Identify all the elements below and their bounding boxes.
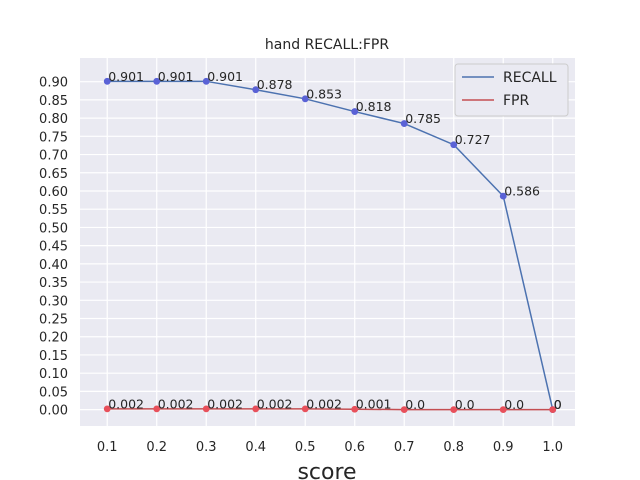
data-point-recall [153, 77, 161, 85]
data-label-recall: 0.901 [108, 69, 144, 84]
data-point-recall [400, 120, 408, 127]
data-label-fpr: 0.002 [108, 396, 144, 411]
data-label-recall: 0.878 [257, 77, 293, 92]
data-label-fpr: 0.0 [405, 397, 425, 412]
y-tick-label: 0.80 [39, 112, 68, 127]
data-point-fpr [351, 405, 359, 413]
series-line-recall [107, 80, 554, 410]
data-point-fpr [103, 405, 111, 413]
y-tick-label: 0.60 [39, 185, 68, 200]
data-point-recall [252, 86, 260, 94]
data-point-fpr [153, 405, 161, 413]
data-label-fpr: 0 [554, 397, 562, 412]
y-tick-label: 0.65 [39, 167, 68, 182]
legend-label-fpr: FPR [503, 93, 529, 109]
data-point-recall [450, 141, 458, 149]
x-tick-label: 0.2 [146, 440, 167, 455]
data-labels: 0.901 0.901 0.901 0.878 0.853 0.818 0.785 0.727… [108, 69, 561, 412]
data-label-recall: 0.853 [306, 86, 342, 101]
x-tick-label: 0.1 [97, 440, 118, 455]
data-label-fpr: 0.002 [207, 396, 243, 411]
data-label-fpr: 0.0 [504, 397, 524, 412]
plot-background [80, 58, 575, 426]
y-tick-labels: 0.00 0.05 0.10 0.15 0.20 0.25 0.30 0.35 0.40 0.45… [39, 76, 68, 419]
data-label-fpr: 0.002 [306, 396, 342, 411]
data-point-fpr [400, 406, 408, 414]
y-tick-label: 0.40 [39, 258, 68, 273]
chart-title: hand RECALL:FPR [265, 37, 389, 53]
y-tick-label: 0.35 [39, 276, 68, 291]
x-tick-label: 0.7 [394, 440, 415, 455]
series-line-fpr [107, 408, 553, 411]
data-label-fpr: 0.0 [455, 397, 475, 412]
y-tick-label: 0.75 [39, 130, 68, 145]
data-point-recall [103, 77, 111, 85]
data-label-recall: 0.586 [504, 184, 540, 199]
x-tick-labels: 0.1 0.2 0.3 0.4 0.5 0.6 0.7 0.8 0.9 1.0 [97, 440, 563, 455]
y-tick-label: 0.85 [39, 94, 68, 109]
x-tick-label: 1.0 [542, 440, 563, 455]
y-tick-label: 0.90 [39, 76, 68, 91]
data-label-recall: 0.785 [405, 111, 441, 126]
y-tick-label: 0.15 [39, 349, 68, 364]
data-label-recall: 0.818 [356, 99, 392, 114]
y-tick-label: 0.70 [39, 149, 68, 164]
y-tick-label: 0.30 [39, 294, 68, 309]
data-label-fpr: 0.002 [158, 396, 194, 411]
data-point-recall [202, 77, 210, 85]
data-label-fpr: 0.001 [356, 397, 392, 412]
y-tick-label: 0.50 [39, 221, 68, 236]
legend: RECALL FPR [454, 63, 569, 117]
data-label-recall: 0.901 [207, 69, 243, 84]
data-label-recall: 0.727 [455, 132, 491, 147]
legend-label-recall: RECALL [503, 70, 557, 86]
data-point-fpr [252, 405, 260, 413]
data-point-fpr [301, 405, 309, 413]
y-tick-label: 0.20 [39, 331, 68, 346]
y-tick-label: 0.55 [39, 203, 68, 218]
y-tick-label: 0.25 [39, 313, 68, 328]
series-layer [103, 77, 557, 414]
data-point-recall [499, 192, 507, 200]
x-tick-label: 0.9 [493, 440, 514, 455]
x-tick-label: 0.3 [196, 440, 217, 455]
data-label-recall: 0 [554, 397, 562, 412]
data-point-recall [301, 95, 309, 103]
x-axis-label: score [297, 460, 356, 480]
data-label-recall: 0.901 [158, 69, 194, 84]
y-tick-label: 0.45 [39, 240, 68, 255]
x-tick-label: 0.5 [295, 440, 316, 455]
x-tick-label: 0.6 [344, 440, 365, 455]
data-label-fpr: 0.002 [257, 396, 293, 411]
data-point-fpr [499, 406, 507, 414]
data-point-fpr [549, 406, 557, 414]
y-tick-label: 0.10 [39, 367, 68, 382]
y-tick-label: 0.00 [39, 404, 68, 419]
y-tick-label: 0.05 [39, 385, 68, 400]
data-point-fpr [202, 405, 210, 413]
data-point-recall [351, 108, 359, 115]
x-tick-label: 0.4 [245, 440, 266, 455]
data-point-fpr [450, 406, 458, 414]
x-tick-label: 0.8 [443, 440, 464, 455]
